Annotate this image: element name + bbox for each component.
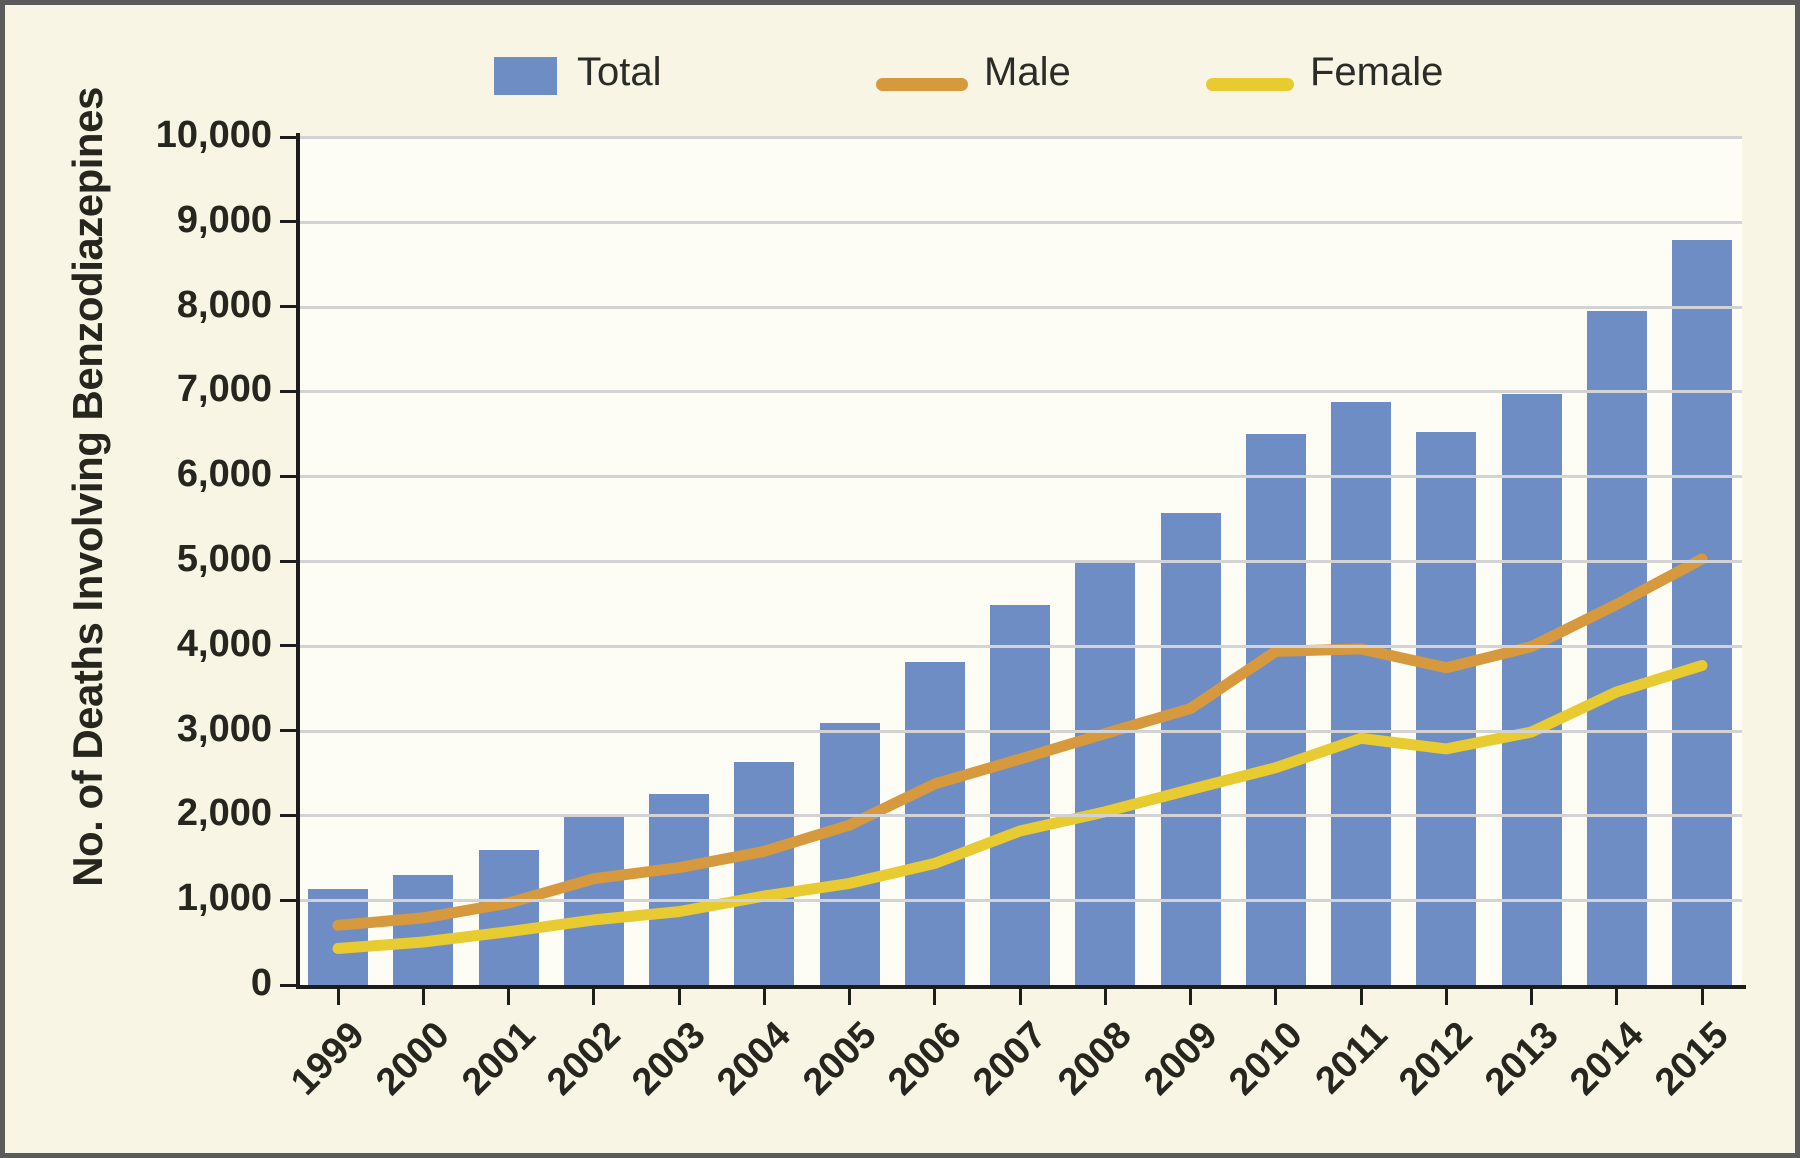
bar-2007 [990, 605, 1050, 985]
y-tick-label-2000: 2,000 [176, 792, 272, 835]
gridline-6000 [300, 475, 1742, 479]
bar-2014 [1586, 311, 1647, 985]
gridline-3000 [300, 729, 1742, 733]
legend-line-female [1206, 78, 1294, 91]
x-tick-2002 [592, 989, 596, 1005]
y-tick-label-1000: 1,000 [176, 877, 272, 920]
y-tick-label-4000: 4,000 [176, 622, 272, 665]
line-series-layer [332, 553, 1708, 954]
bar-1999 [308, 888, 368, 985]
x-tick-2008 [1103, 989, 1107, 1005]
y-tick-label-3000: 3,000 [176, 707, 272, 750]
bar-2015 [1672, 239, 1732, 985]
female-line [332, 660, 1708, 954]
x-tick-2014 [1615, 989, 1619, 1005]
x-tick-2000 [421, 989, 425, 1005]
gridline-1000 [300, 899, 1742, 903]
gridline-8000 [300, 305, 1742, 309]
x-tick-2001 [507, 989, 510, 1005]
x-tick-2011 [1359, 989, 1363, 1005]
bar-2011 [1331, 402, 1391, 985]
gridline-10000 [300, 136, 1742, 139]
y-tick-1000 [280, 898, 296, 902]
y-tick-label-5000: 5,000 [176, 538, 272, 580]
x-tick-2005 [848, 989, 851, 1005]
x-tick-2010 [1274, 989, 1278, 1005]
bar-2003 [649, 794, 709, 985]
y-tick-9000 [280, 220, 296, 224]
y-tick-4000 [280, 644, 296, 648]
gridline-2000 [300, 814, 1742, 818]
x-tick-2006 [933, 989, 937, 1005]
bar-2012 [1416, 431, 1477, 985]
bar-2001 [478, 849, 539, 985]
y-axis-line [296, 133, 300, 989]
y-tick-label-0: 0 [250, 962, 272, 1004]
plot-area [300, 136, 1742, 985]
y-tick-label-7000: 7,000 [176, 368, 272, 411]
y-tick-label-10000: 10,000 [155, 114, 272, 156]
bar-2006 [904, 662, 965, 985]
bar-2005 [819, 723, 880, 985]
x-tick-2007 [1018, 989, 1022, 1005]
legend-label-male: Male [984, 50, 1071, 94]
y-tick-10000 [280, 135, 296, 139]
legend-line-male [876, 78, 968, 91]
bar-2004 [734, 762, 795, 985]
legend-label-female: Female [1310, 50, 1444, 94]
y-tick-0 [280, 983, 296, 987]
gridline-4000 [300, 644, 1742, 648]
x-tick-1999 [336, 989, 340, 1005]
y-tick-7000 [280, 389, 296, 393]
legend-swatch-total [494, 57, 557, 95]
gridline-7000 [300, 390, 1742, 394]
y-tick-label-8000: 8,000 [176, 283, 272, 326]
legend-label-total: Total [577, 50, 662, 94]
bar-2010 [1245, 434, 1306, 985]
y-tick-8000 [280, 305, 296, 309]
x-tick-2012 [1444, 989, 1448, 1005]
bar-2008 [1075, 560, 1136, 985]
y-tick-6000 [280, 474, 296, 478]
bar-2009 [1160, 512, 1221, 985]
male-line [332, 553, 1708, 931]
y-tick-label-6000: 6,000 [176, 453, 272, 496]
gridline-5000 [300, 560, 1742, 563]
x-tick-2004 [762, 989, 766, 1005]
x-tick-2009 [1189, 989, 1192, 1005]
x-tick-2015 [1700, 989, 1704, 1005]
x-axis-line [296, 985, 1746, 989]
y-tick-2000 [280, 813, 296, 817]
bar-2013 [1501, 393, 1562, 985]
x-tick-2003 [677, 989, 681, 1005]
bar-2000 [393, 874, 454, 985]
y-tick-3000 [280, 729, 296, 733]
x-tick-2013 [1530, 989, 1533, 1005]
y-tick-5000 [280, 559, 296, 563]
gridline-9000 [300, 220, 1742, 224]
y-tick-label-9000: 9,000 [176, 198, 272, 241]
